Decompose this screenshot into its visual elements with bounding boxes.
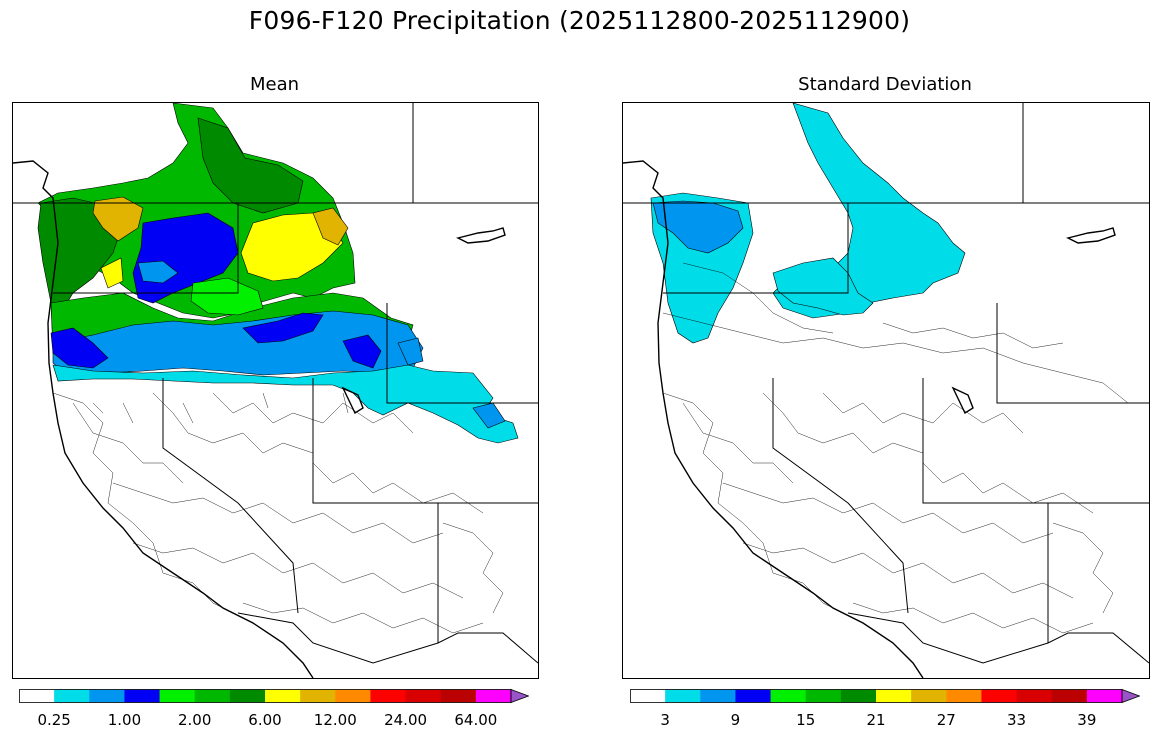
std-colorbar-tick-label: 15	[796, 711, 816, 729]
mean-region-or-yellow-w	[100, 257, 124, 289]
std-colorbar-swatch	[876, 689, 912, 703]
mean-colorbar-swatch	[19, 689, 55, 703]
std-colorbar	[630, 689, 1140, 703]
std-colorbar-swatch	[946, 689, 982, 703]
mean-region-ne-wa-yellow	[240, 212, 344, 282]
mean-colorbar-tick-label: 12.00	[313, 711, 357, 729]
mean-region-olympic-gold	[92, 196, 144, 242]
std-basin-lines	[662, 262, 1129, 634]
std-coast-and-borders	[623, 103, 1149, 678]
mean-colorbar-tick-label: 2.00	[178, 711, 212, 729]
mean-colorbar-tick-label: 64.00	[454, 711, 498, 729]
mean-colorbar-swatch	[335, 689, 371, 703]
mean-region-or-bright-green	[190, 277, 264, 316]
std-precip-regions	[650, 103, 966, 344]
mean-precip-regions	[37, 103, 519, 444]
std-map-svg	[623, 103, 1149, 678]
mean-colorbar-swatch	[124, 689, 161, 703]
mean-colorbar-swatch	[475, 689, 512, 703]
std-colorbar-swatch	[911, 689, 947, 703]
std-panel-title: Standard Deviation	[798, 74, 972, 95]
std-colorbar-outline	[630, 689, 1123, 703]
mean-colorbar-swatch	[370, 689, 407, 703]
std-colorbar-swatch	[665, 689, 701, 703]
std-colorbar-swatch	[735, 689, 772, 703]
mean-basin-lines	[52, 392, 504, 634]
mean-map	[12, 102, 539, 679]
std-colorbar-swatch	[700, 689, 736, 703]
std-region-puget-blue	[652, 200, 744, 254]
mean-map-svg	[13, 103, 538, 678]
std-colorbar-tick-label: 27	[936, 711, 956, 729]
std-colorbar-swatch	[630, 689, 666, 703]
mean-region-snake-blue3	[342, 334, 382, 369]
mean-region-sc-ltblue	[397, 337, 424, 366]
mean-colorbar-swatch	[265, 689, 301, 703]
std-colorbar-tick-label: 21	[866, 711, 886, 729]
mean-colorbar-swatch	[300, 689, 336, 703]
mean-region-snake-blue2	[242, 312, 324, 344]
mean-region-wa-ltblue	[137, 260, 179, 284]
mean-colorbar-swatch	[229, 689, 266, 703]
mean-colorbar-tick-label: 24.00	[384, 711, 428, 729]
std-colorbar-swatch	[981, 689, 1018, 703]
std-colorbar-extend-arrow	[1121, 689, 1140, 703]
std-colorbar-swatch	[1086, 689, 1123, 703]
mean-colorbar-swatch	[89, 689, 125, 703]
mean-colorbar-tick-label: 0.25	[37, 711, 71, 729]
mean-colorbar-swatch	[54, 689, 90, 703]
mean-region-snake-blue1	[50, 327, 109, 369]
mean-colorbar-swatch	[440, 689, 477, 703]
mean-region-sw-ltblue	[472, 402, 506, 429]
std-colorbar-swatch	[1016, 689, 1053, 703]
figure-title: F096-F120 Precipitation (2025112800-2025…	[248, 6, 911, 35]
std-colorbar-swatch	[805, 689, 842, 703]
mean-colorbar-swatch	[405, 689, 442, 703]
std-region-idaho-cyan	[772, 257, 874, 316]
std-colorbar-tick-label: 9	[730, 711, 741, 729]
mean-panel-title: Mean	[249, 74, 300, 95]
std-colorbar-swatch	[770, 689, 807, 703]
mean-colorbar	[19, 689, 529, 703]
mean-colorbar-extend-arrow	[510, 689, 529, 703]
std-colorbar-swatch	[1051, 689, 1088, 703]
std-map	[622, 102, 1150, 679]
mean-colorbar-swatch	[159, 689, 196, 703]
std-colorbar-tick-label: 3	[660, 711, 670, 729]
mean-colorbar-outline	[19, 689, 512, 703]
mean-colorbar-swatch	[194, 689, 231, 703]
mean-region-e-gold	[312, 207, 349, 246]
mean-colorbar-tick-label: 6.00	[248, 711, 282, 729]
std-colorbar-tick-label: 33	[1007, 711, 1027, 729]
mean-region-s-cyan	[52, 364, 519, 444]
std-colorbar-swatch	[840, 689, 877, 703]
mean-coast-and-borders	[13, 103, 538, 678]
std-colorbar-tick-label: 39	[1077, 711, 1097, 729]
mean-colorbar-tick-label: 1.00	[107, 711, 142, 729]
